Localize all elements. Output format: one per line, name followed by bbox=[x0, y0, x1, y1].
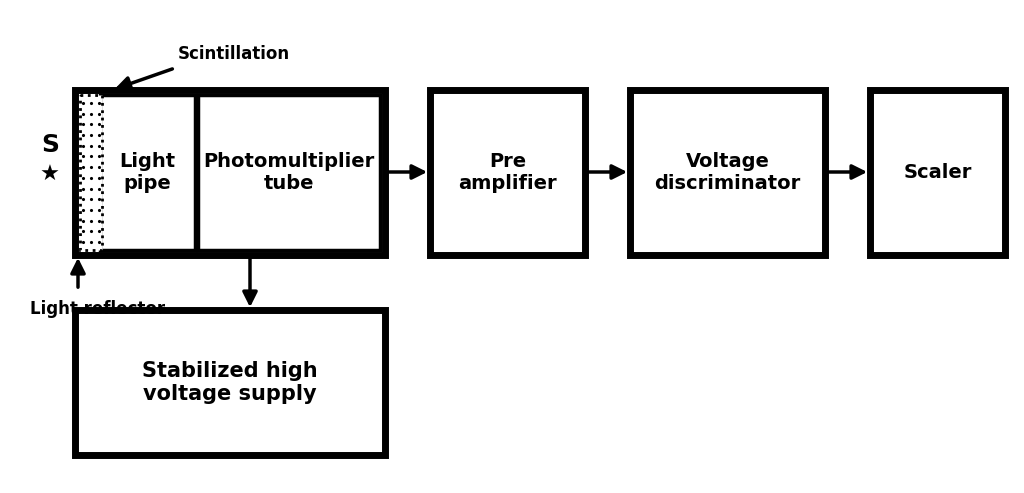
Text: Scintillation: Scintillation bbox=[178, 45, 290, 63]
Bar bbox=[430, 90, 585, 255]
Text: Pre
amplifier: Pre amplifier bbox=[458, 152, 557, 193]
Bar bbox=[630, 90, 825, 255]
Text: ★: ★ bbox=[40, 165, 60, 185]
Text: Light reflector: Light reflector bbox=[30, 300, 165, 318]
Text: Voltage
discriminator: Voltage discriminator bbox=[654, 152, 801, 193]
Text: S: S bbox=[41, 133, 59, 157]
Bar bbox=[198, 95, 380, 250]
Text: Photomultiplier
tube: Photomultiplier tube bbox=[204, 152, 375, 193]
Text: Light
pipe: Light pipe bbox=[120, 152, 175, 193]
Bar bbox=[80, 95, 102, 250]
Bar bbox=[75, 310, 385, 455]
Bar bbox=[870, 90, 1005, 255]
Bar bbox=[100, 95, 195, 250]
Text: Stabilized high
voltage supply: Stabilized high voltage supply bbox=[142, 361, 317, 404]
Bar bbox=[75, 90, 385, 255]
Text: Scaler: Scaler bbox=[903, 163, 972, 182]
